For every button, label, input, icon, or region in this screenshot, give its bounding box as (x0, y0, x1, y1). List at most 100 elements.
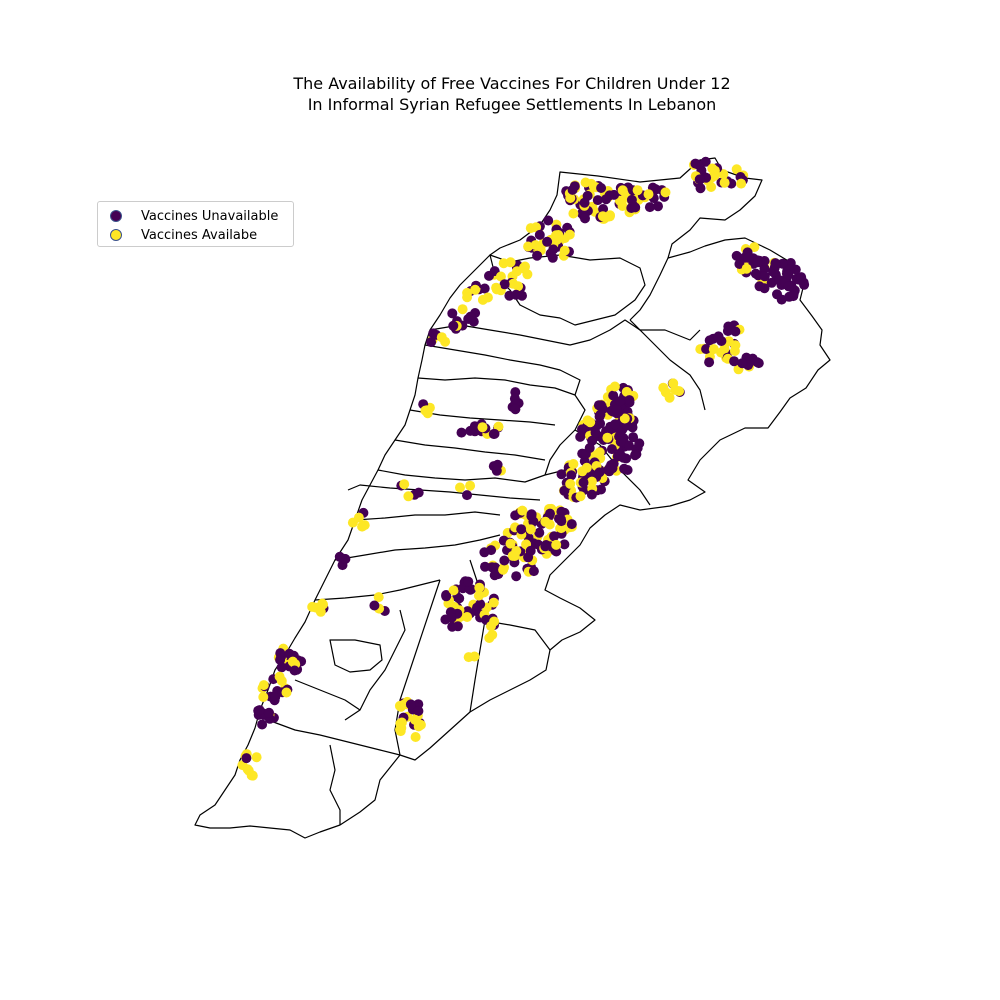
settlement-point-available (462, 612, 473, 622)
settlement-point-available (457, 304, 468, 315)
settlement-point-unavailable (489, 428, 500, 439)
settlement-point-unavailable (731, 250, 742, 261)
settlement-point-available (247, 770, 258, 781)
settlement-point-available (469, 651, 480, 662)
settlement-point-available (470, 284, 481, 295)
settlement-point-unavailable (241, 753, 252, 764)
settlement-point-available (505, 538, 516, 549)
settlement-point-unavailable (276, 662, 287, 673)
settlement-point-available (436, 332, 447, 343)
settlement-point-unavailable (644, 202, 655, 213)
settlement-point-available (511, 546, 522, 556)
settlement-point-unavailable (264, 707, 274, 718)
settlement-point-available (564, 229, 575, 240)
settlement-point-unavailable (334, 551, 345, 562)
settlement-point-unavailable (579, 197, 590, 208)
settlement-point-available (455, 482, 465, 493)
settlement-point-unavailable (704, 335, 715, 346)
title-line-1: The Availability of Free Vaccines For Ch… (293, 74, 731, 93)
settlement-point-available (594, 447, 605, 458)
settlement-point-available (551, 539, 562, 550)
settlement-point-unavailable (528, 566, 539, 577)
settlement-point-unavailable (622, 465, 633, 475)
settlement-point-unavailable (567, 184, 578, 195)
settlement-point-available (540, 516, 551, 527)
settlement-point-available (495, 271, 506, 282)
settlement-point-unavailable (784, 291, 795, 302)
settlement-point-unavailable (257, 719, 268, 730)
settlement-point-unavailable (608, 390, 619, 401)
settlement-point-unavailable (653, 201, 663, 212)
legend-item-available: Vaccines Availabe (110, 226, 257, 244)
settlement-point-available (373, 592, 384, 603)
settlement-point-available (643, 189, 654, 200)
settlement-point-unavailable (609, 189, 619, 200)
legend: Vaccines Unavailable Vaccines Availabe (97, 201, 294, 247)
settlement-point-unavailable (499, 279, 510, 290)
settlement-point-unavailable (604, 463, 615, 474)
settlement-point-unavailable (491, 465, 502, 476)
settlement-point-available (465, 480, 476, 491)
settlement-point-unavailable (634, 438, 645, 449)
settlement-point-available (580, 177, 591, 188)
legend-item-unavailable: Vaccines Unavailable (110, 207, 278, 225)
settlement-point-available (568, 208, 579, 219)
settlement-point-available (658, 382, 669, 393)
settlement-point-unavailable (534, 229, 545, 240)
settlement-point-available (719, 177, 730, 188)
legend-label-available: Vaccines Availabe (141, 227, 258, 243)
settlement-point-unavailable (610, 419, 620, 430)
settlement-point-unavailable (369, 600, 380, 611)
district-boundary (329, 639, 383, 673)
settlement-point-unavailable (556, 506, 567, 517)
settlement-point-unavailable (440, 614, 451, 625)
settlement-point-unavailable (284, 648, 295, 659)
settlement-point-unavailable (511, 571, 522, 582)
district-boundary (329, 744, 341, 825)
settlement-point-available (523, 241, 534, 252)
settlement-point-unavailable (693, 159, 703, 170)
settlement-point-unavailable (270, 692, 281, 703)
settlement-point-unavailable (548, 244, 559, 255)
settlement-point-unavailable (426, 337, 437, 348)
settlement-point-available (741, 263, 752, 274)
settlement-point-unavailable (448, 320, 459, 331)
settlement-point-unavailable (716, 336, 727, 346)
settlement-point-unavailable (626, 194, 637, 205)
settlement-point-unavailable (601, 194, 612, 205)
settlement-point-available (399, 479, 410, 490)
settlement-point-unavailable (559, 539, 570, 550)
settlement-point-available (448, 585, 459, 596)
settlement-point-unavailable (611, 404, 622, 415)
available-marker-icon (110, 229, 122, 241)
settlement-point-unavailable (465, 311, 476, 322)
settlement-point-unavailable (766, 277, 777, 288)
settlement-point-unavailable (556, 469, 567, 480)
settlement-point-unavailable (737, 358, 748, 369)
title-line-2: In Informal Syrian Refugee Settlements I… (307, 95, 717, 114)
settlement-points (237, 156, 810, 781)
settlement-point-unavailable (575, 431, 586, 442)
settlement-point-available (530, 240, 541, 251)
settlement-point-available (251, 752, 262, 763)
settlement-point-unavailable (559, 485, 570, 496)
settlement-point-unavailable (566, 519, 577, 530)
district-boundary (394, 439, 546, 461)
settlement-point-unavailable (489, 570, 500, 581)
settlement-point-available (668, 378, 679, 389)
settlement-point-unavailable (547, 252, 558, 263)
settlement-point-available (474, 582, 485, 593)
settlement-point-available (258, 680, 269, 691)
district-boundary (424, 344, 581, 396)
settlement-point-unavailable (783, 281, 794, 292)
settlement-point-unavailable (413, 487, 424, 498)
settlement-point-available (616, 196, 627, 207)
settlement-point-available (586, 476, 597, 487)
legend-label-unavailable: Vaccines Unavailable (141, 208, 279, 224)
settlement-point-unavailable (590, 427, 601, 438)
settlement-point-available (585, 417, 596, 428)
settlement-point-available (409, 714, 420, 725)
settlement-point-unavailable (752, 357, 763, 368)
settlement-point-available (602, 432, 613, 443)
settlement-point-unavailable (499, 555, 510, 566)
